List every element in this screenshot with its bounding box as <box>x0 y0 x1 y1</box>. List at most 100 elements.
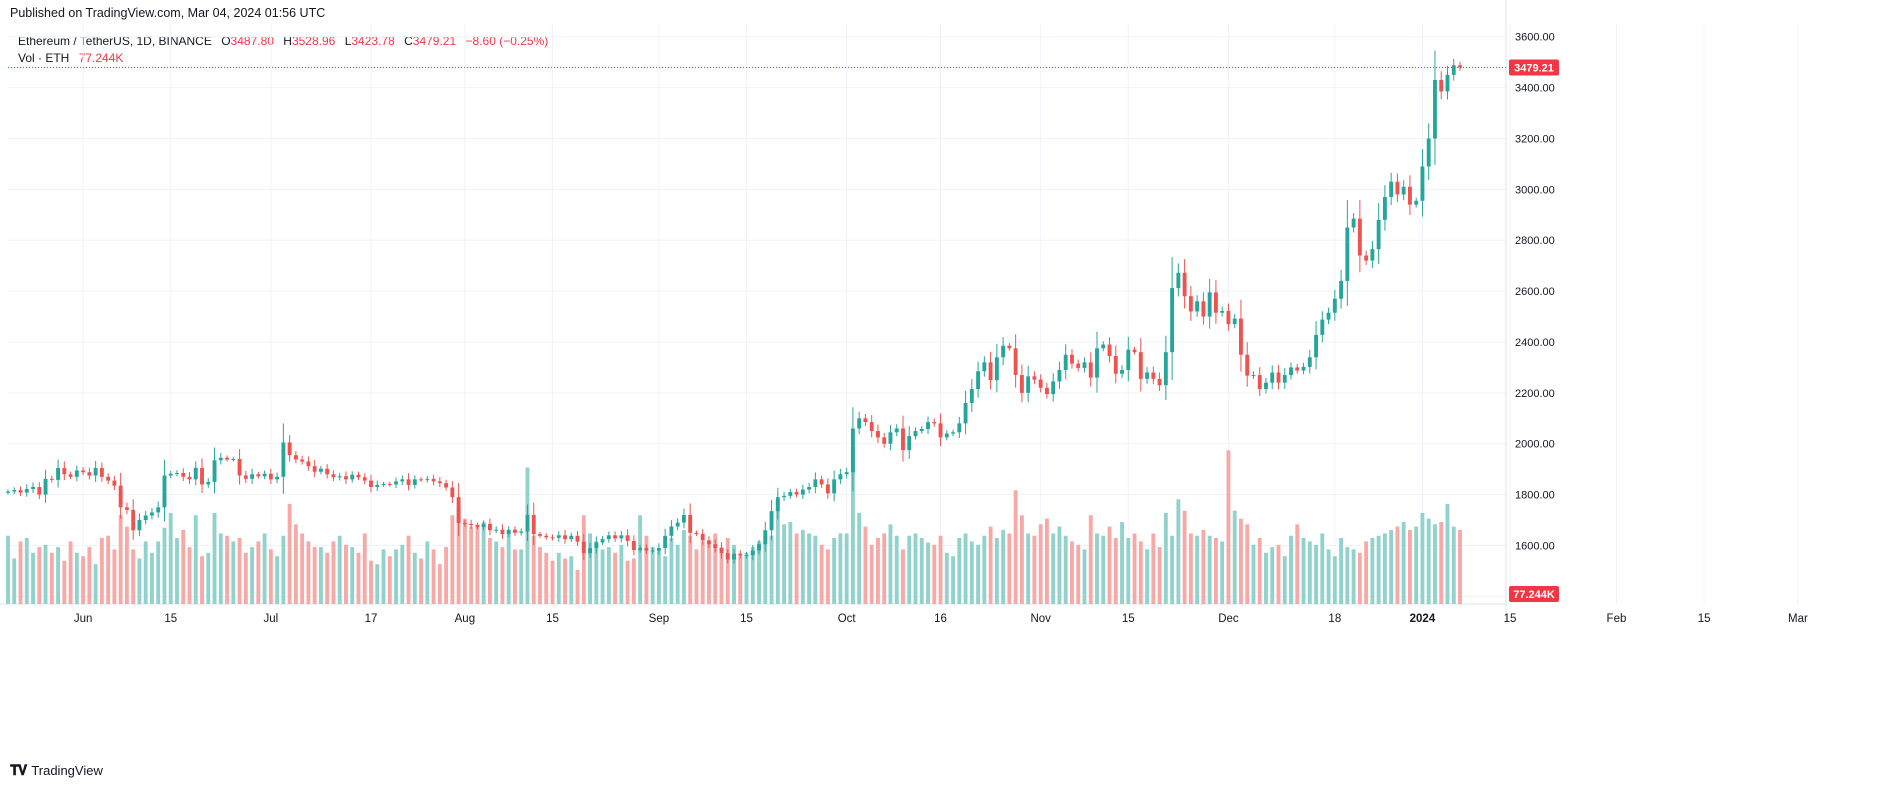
candle-body <box>1239 318 1243 355</box>
candle-body <box>988 362 993 381</box>
volume-bar <box>1401 522 1406 604</box>
price-tick-label: 2800.00 <box>1515 235 1555 247</box>
candle-body <box>1213 292 1218 313</box>
volume-bar <box>1001 530 1006 604</box>
candle-body <box>400 479 405 482</box>
volume-bar <box>819 544 824 604</box>
candle-body <box>1382 196 1387 220</box>
symbol-label[interactable]: Ethereum / TetherUS, 1D, BINANCE <box>18 34 212 48</box>
time-axis[interactable]: Jun 15 Jul 17 Aug 15 Sep 15 Oct 16 Nov 15 Dec 18 2024 1… <box>74 613 1808 625</box>
candle-body <box>656 548 661 551</box>
candle-body <box>168 473 173 476</box>
volume-bar <box>118 515 123 604</box>
volume-bar <box>181 530 186 604</box>
volume-bar <box>1120 522 1124 604</box>
volume-bar <box>425 541 430 604</box>
candle-body <box>1289 367 1293 376</box>
candle-body <box>675 522 680 527</box>
candle-body <box>162 475 167 508</box>
volume-bar <box>137 558 142 604</box>
volume-bar <box>669 538 674 604</box>
candle-body <box>43 478 48 495</box>
candle-body <box>1001 345 1006 358</box>
volume-bar <box>494 541 499 604</box>
candle-body <box>669 526 674 536</box>
candle-body <box>24 489 29 493</box>
candle-body <box>1439 79 1444 92</box>
candle-body <box>1370 249 1375 261</box>
volume-legend-row: Vol · ETH 77.244K <box>18 50 548 67</box>
candle-body <box>300 459 305 462</box>
volume-bar <box>788 522 793 604</box>
volume-bar <box>1138 541 1143 604</box>
candle-body <box>462 523 467 525</box>
volume-bar <box>18 541 23 604</box>
candle-body <box>381 483 386 485</box>
candle-body <box>362 477 367 481</box>
candle-body <box>1458 65 1462 68</box>
volume-bar <box>700 541 705 604</box>
candle-body <box>663 535 668 549</box>
volume-bar <box>1157 547 1162 604</box>
volume-bar <box>1345 547 1350 604</box>
candle-body <box>325 468 330 475</box>
volume-bar <box>1070 541 1074 604</box>
candle-body <box>926 422 930 429</box>
candle-body <box>475 525 480 528</box>
volume-bar <box>1201 530 1206 604</box>
candle-body <box>87 472 92 476</box>
volume-bar <box>719 547 724 604</box>
candle-body <box>212 460 217 482</box>
volume-bar <box>738 556 743 604</box>
candle-body <box>800 489 805 495</box>
volume-bar <box>412 552 417 604</box>
volume-bar <box>1032 535 1037 604</box>
volume-bar <box>513 549 517 604</box>
time-tick-label: 15 <box>1504 613 1517 625</box>
price-tick-label: 2400.00 <box>1515 337 1555 349</box>
candle-body <box>431 478 436 482</box>
candle-body <box>143 515 148 521</box>
volume-bar <box>469 526 474 604</box>
candle-body <box>425 478 430 480</box>
volume-bar <box>225 535 229 604</box>
volume-bar <box>775 501 780 604</box>
volume-bar <box>68 541 73 604</box>
volume-bar <box>287 503 292 604</box>
candle-body <box>81 470 86 473</box>
candle-body <box>187 476 192 480</box>
volume-bar <box>1332 556 1337 604</box>
tradingview-brand[interactable]: 𝐓𝐕 TradingView <box>10 762 103 779</box>
volume-bar <box>938 535 943 604</box>
ohlc-legend-row: Ethereum / TetherUS, 1D, BINANCE O3487.8… <box>18 33 548 50</box>
candle-body <box>74 470 79 477</box>
volume-bar <box>1445 503 1450 604</box>
volume-label[interactable]: Vol · ETH <box>18 51 70 65</box>
volume-bar <box>813 535 818 604</box>
low-key: L <box>344 34 352 48</box>
volume-bar <box>481 522 486 604</box>
candle-body <box>1364 255 1369 261</box>
candle-body <box>1070 354 1074 364</box>
candle-body <box>713 544 718 549</box>
volume-bar <box>1376 535 1381 604</box>
volume-bar <box>1301 538 1306 604</box>
candle-body <box>994 357 999 381</box>
volume-bar <box>243 552 248 604</box>
price-axis[interactable]: 1400.001600.001800.002000.002200.002400.… <box>1515 32 1555 604</box>
price-tick-label: 2200.00 <box>1515 388 1555 400</box>
volume-bar <box>1426 518 1431 604</box>
candle-body <box>1245 354 1250 376</box>
volume-bar <box>650 547 655 604</box>
volume-bar <box>1451 526 1456 604</box>
price-tick-label: 2600.00 <box>1515 286 1555 298</box>
last-value-markers: 3479.21 77.244K <box>8 59 1559 602</box>
candle-body <box>131 509 136 531</box>
candle-body <box>575 535 580 542</box>
candle-body <box>306 461 311 467</box>
volume-bar <box>62 560 67 604</box>
volume-bar <box>1013 490 1018 604</box>
candle-body <box>894 428 899 433</box>
time-tick-label: 15 <box>1698 613 1711 625</box>
